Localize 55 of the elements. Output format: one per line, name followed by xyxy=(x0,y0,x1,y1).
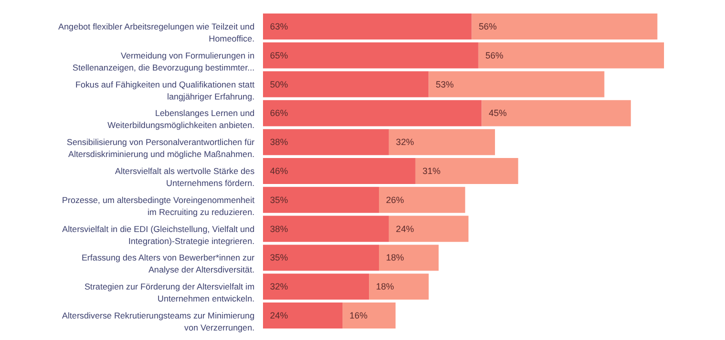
y-tick-label: Fokus auf Fähigkeiten und Qualifikationen statt langjähriger Erfahrung. xyxy=(75,79,256,102)
bar xyxy=(388,216,468,242)
bar xyxy=(263,100,482,126)
data-label: 38% xyxy=(270,224,288,234)
bar xyxy=(378,244,439,271)
data-label: 45% xyxy=(488,108,507,118)
y-tick-label: Strategien zur Förderung der Altersvielfalt im Unternehmen entwickeln. xyxy=(84,282,254,304)
bar xyxy=(472,13,658,40)
bar xyxy=(263,274,370,300)
y-tick-label: Altersvielfalt als wertvolle Stärke des Unternehmens fördern. xyxy=(115,166,254,188)
bar xyxy=(263,42,478,68)
data-label: 32% xyxy=(270,282,288,292)
data-label: 24% xyxy=(396,224,414,234)
bar xyxy=(263,302,343,329)
data-label: 66% xyxy=(270,108,288,118)
bar xyxy=(388,129,495,156)
data-label: 50% xyxy=(270,79,288,90)
data-label: 31% xyxy=(422,166,440,176)
bar xyxy=(378,186,466,213)
data-label: 56% xyxy=(478,21,497,32)
data-label: 32% xyxy=(396,137,414,148)
data-label: 56% xyxy=(485,50,504,60)
data-label: 65% xyxy=(270,50,288,60)
data-label: 16% xyxy=(350,310,368,321)
bar xyxy=(263,13,472,40)
bar xyxy=(478,42,664,68)
y-tick-label: Sensibilisierung von Personalverantwortlichen für Altersdiskriminierung und mögliche Maßnahmen. xyxy=(66,137,255,160)
y-tick-label: Altersdiverse Rekrutierungsteams zur Minimierung von Verzerrungen. xyxy=(62,310,255,333)
y-tick-label: Altersvielfalt in die EDI (Gleichstellung, Vielfalt und Integration)-Strategie integrieren. xyxy=(62,224,255,246)
data-label: 18% xyxy=(386,252,404,263)
bar xyxy=(482,100,631,126)
data-label: 35% xyxy=(270,252,288,263)
bar xyxy=(428,71,604,98)
bar xyxy=(369,274,429,300)
data-label: 63% xyxy=(270,21,288,32)
bar xyxy=(263,186,379,213)
y-tick-label: Erfassung des Alters von Bewerber*innen zur Analyse der Altersdiversität. xyxy=(82,252,255,275)
bar xyxy=(263,71,429,98)
y-tick-label: Angebot flexibler Arbeitsregelungen wie Teilzeit und Homeoffice. xyxy=(58,21,255,44)
data-label: 53% xyxy=(436,79,454,90)
bar xyxy=(263,216,389,242)
bar xyxy=(263,129,389,156)
bar xyxy=(342,302,396,329)
data-label: 18% xyxy=(376,282,394,292)
bar xyxy=(263,244,379,271)
bar xyxy=(415,158,518,184)
y-tick-label: Prozesse, um altersbedingte Voreingenommenheit im Recruiting zu reduzieren. xyxy=(62,194,256,217)
data-label: 38% xyxy=(270,137,288,148)
data-label: 24% xyxy=(270,310,288,321)
data-label: 26% xyxy=(386,194,404,205)
bar xyxy=(263,158,416,184)
y-tick-label: Vermeidung von Formulierungen in Stellenanzeigen, die Bevorzugung bestimmter... xyxy=(72,50,255,72)
data-label: 35% xyxy=(270,194,288,205)
y-tick-label: Lebenslanges Lernen und Weiterbildungsmöglichkeiten anbieten. xyxy=(108,108,255,130)
data-label: 46% xyxy=(270,166,288,176)
